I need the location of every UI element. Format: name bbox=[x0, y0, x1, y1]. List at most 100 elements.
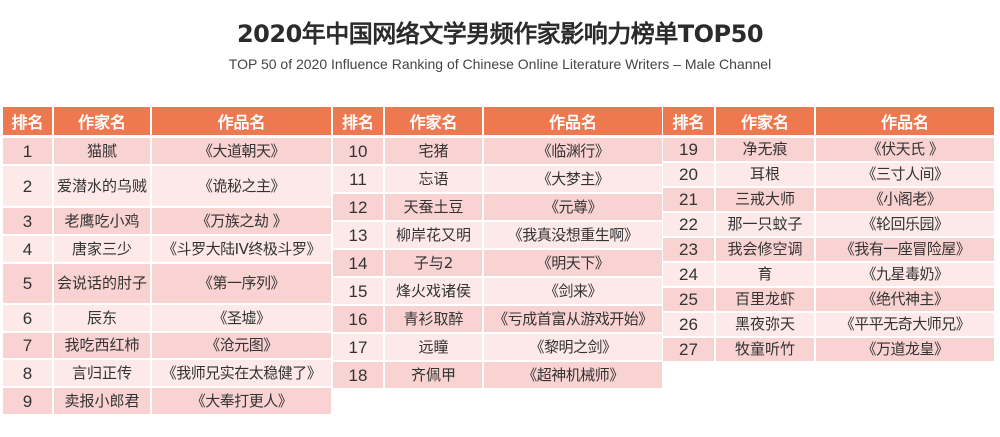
writer-cell: 育 bbox=[716, 263, 816, 288]
rank-cell: 21 bbox=[663, 188, 716, 213]
table-row: 15 烽火戏诸侯 《剑来》 bbox=[333, 278, 662, 306]
writer-cell: 爱潜水的乌贼 bbox=[54, 166, 152, 208]
writer-cell: 天蚕土豆 bbox=[385, 194, 484, 222]
work-cell: 《九星毒奶》 bbox=[816, 263, 994, 288]
work-cell: 《诡秘之主》 bbox=[152, 166, 331, 208]
work-cell: 《亏成首富从游戏开始》 bbox=[484, 306, 662, 334]
writer-cell: 辰东 bbox=[54, 305, 152, 333]
table-row: 13 柳岸花又明 《我真没想重生啊》 bbox=[333, 222, 662, 250]
rank-cell: 17 bbox=[333, 334, 385, 362]
work-cell: 《斗罗大陆IV终极斗罗》 bbox=[152, 236, 331, 264]
table-row: 18 齐佩甲 《超神机械师》 bbox=[333, 362, 662, 390]
writer-cell: 净无痕 bbox=[716, 138, 816, 163]
rank-cell: 11 bbox=[333, 166, 385, 194]
writer-cell: 耳根 bbox=[716, 163, 816, 188]
rank-cell: 20 bbox=[663, 163, 716, 188]
column-header-writer: 作家名 bbox=[385, 107, 484, 138]
work-cell: 《绝代神主》 bbox=[816, 288, 994, 313]
work-cell: 《第一序列》 bbox=[152, 264, 331, 305]
writer-cell: 宅猪 bbox=[385, 138, 484, 166]
work-cell: 《圣墟》 bbox=[152, 305, 331, 333]
work-cell: 《万族之劫 》 bbox=[152, 208, 331, 236]
rank-cell: 18 bbox=[333, 362, 385, 390]
work-cell: 《元尊》 bbox=[484, 194, 662, 222]
work-cell: 《大梦主》 bbox=[484, 166, 662, 194]
rank-cell: 3 bbox=[3, 208, 54, 236]
writer-cell: 黑夜弥天 bbox=[716, 313, 816, 338]
rank-cell: 19 bbox=[663, 138, 716, 163]
rank-cell: 14 bbox=[333, 250, 385, 278]
work-cell: 《轮回乐园》 bbox=[816, 213, 994, 238]
table-row: 8 言归正传 《我师兄实在太稳健了》 bbox=[3, 360, 331, 388]
rank-cell: 23 bbox=[663, 238, 716, 263]
writer-cell: 烽火戏诸侯 bbox=[385, 278, 484, 306]
writer-cell: 猫腻 bbox=[54, 138, 152, 166]
column-header-rank: 排名 bbox=[333, 107, 385, 138]
writer-cell: 三戒大师 bbox=[716, 188, 816, 213]
writer-cell: 卖报小郎君 bbox=[54, 388, 152, 416]
work-cell: 《三寸人间》 bbox=[816, 163, 994, 188]
rank-cell: 4 bbox=[3, 236, 54, 264]
column-header-rank: 排名 bbox=[3, 107, 54, 138]
writer-cell: 我吃西红柿 bbox=[54, 333, 152, 360]
work-cell: 《小阁老》 bbox=[816, 188, 994, 213]
writer-cell: 柳岸花又明 bbox=[385, 222, 484, 250]
table-row: 7 我吃西红柿 《沧元图》 bbox=[3, 333, 331, 360]
work-cell: 《黎明之剑》 bbox=[484, 334, 662, 362]
work-cell: 《大奉打更人》 bbox=[152, 388, 331, 416]
column-header-rank: 排名 bbox=[663, 107, 716, 138]
table-row: 27 牧童听竹 《万道龙皇》 bbox=[663, 338, 994, 363]
work-cell: 《明天下》 bbox=[484, 250, 662, 278]
writer-cell: 唐家三少 bbox=[54, 236, 152, 264]
writer-cell: 会说话的肘子 bbox=[54, 264, 152, 305]
rank-cell: 13 bbox=[333, 222, 385, 250]
ranking-table-2: 排名 作家名 作品名 10 宅猪 《临渊行》 11 忘语 《大梦主》 12 天蚕… bbox=[333, 107, 662, 390]
rank-cell: 10 bbox=[333, 138, 385, 166]
writer-cell: 那一只蚊子 bbox=[716, 213, 816, 238]
table-row: 1 猫腻 《大道朝天》 bbox=[3, 138, 331, 166]
writer-cell: 百里龙虾 bbox=[716, 288, 816, 313]
writer-cell: 牧童听竹 bbox=[716, 338, 816, 363]
table-row: 6 辰东 《圣墟》 bbox=[3, 305, 331, 333]
rank-cell: 27 bbox=[663, 338, 716, 363]
rank-cell: 6 bbox=[3, 305, 54, 333]
work-cell: 《我真没想重生啊》 bbox=[484, 222, 662, 250]
writer-cell: 齐佩甲 bbox=[385, 362, 484, 390]
table-row: 25 百里龙虾 《绝代神主》 bbox=[663, 288, 994, 313]
writer-cell: 青衫取醉 bbox=[385, 306, 484, 334]
table-row: 20 耳根 《三寸人间》 bbox=[663, 163, 994, 188]
rank-cell: 24 bbox=[663, 263, 716, 288]
table-row: 12 天蚕土豆 《元尊》 bbox=[333, 194, 662, 222]
work-cell: 《平平无奇大师兄》 bbox=[816, 313, 994, 338]
ranking-table-1: 排名 作家名 作品名 1 猫腻 《大道朝天》 2 爱潜水的乌贼 《诡秘之主》 3… bbox=[3, 107, 331, 416]
writer-cell: 我会修空调 bbox=[716, 238, 816, 263]
table-row: 19 净无痕 《伏天氏 》 bbox=[663, 138, 994, 163]
table-row: 11 忘语 《大梦主》 bbox=[333, 166, 662, 194]
rank-cell: 5 bbox=[3, 264, 54, 305]
rank-cell: 15 bbox=[333, 278, 385, 306]
work-cell: 《伏天氏 》 bbox=[816, 138, 994, 163]
rank-cell: 25 bbox=[663, 288, 716, 313]
column-header-writer: 作家名 bbox=[54, 107, 152, 138]
table-row: 17 远瞳 《黎明之剑》 bbox=[333, 334, 662, 362]
table-header-row: 排名 作家名 作品名 bbox=[333, 107, 662, 138]
ranking-table-3: 排名 作家名 作品名 19 净无痕 《伏天氏 》 20 耳根 《三寸人间》 21… bbox=[663, 107, 994, 363]
table-row: 3 老鹰吃小鸡 《万族之劫 》 bbox=[3, 208, 331, 236]
work-cell: 《万道龙皇》 bbox=[816, 338, 994, 363]
rank-cell: 7 bbox=[3, 333, 54, 360]
table-header-row: 排名 作家名 作品名 bbox=[3, 107, 331, 138]
table-header-row: 排名 作家名 作品名 bbox=[663, 107, 994, 138]
writer-cell: 子与2 bbox=[385, 250, 484, 278]
page-subtitle: TOP 50 of 2020 Influence Ranking of Chin… bbox=[228, 56, 772, 72]
work-cell: 《大道朝天》 bbox=[152, 138, 331, 166]
column-header-writer: 作家名 bbox=[716, 107, 816, 138]
table-row: 14 子与2 《明天下》 bbox=[333, 250, 662, 278]
column-header-work: 作品名 bbox=[152, 107, 331, 138]
table-row: 2 爱潜水的乌贼 《诡秘之主》 bbox=[3, 166, 331, 208]
work-cell: 《临渊行》 bbox=[484, 138, 662, 166]
column-header-work: 作品名 bbox=[484, 107, 662, 138]
table-row: 16 青衫取醉 《亏成首富从游戏开始》 bbox=[333, 306, 662, 334]
table-row: 23 我会修空调 《我有一座冒险屋》 bbox=[663, 238, 994, 263]
table-row: 4 唐家三少 《斗罗大陆IV终极斗罗》 bbox=[3, 236, 331, 264]
rank-cell: 1 bbox=[3, 138, 54, 166]
